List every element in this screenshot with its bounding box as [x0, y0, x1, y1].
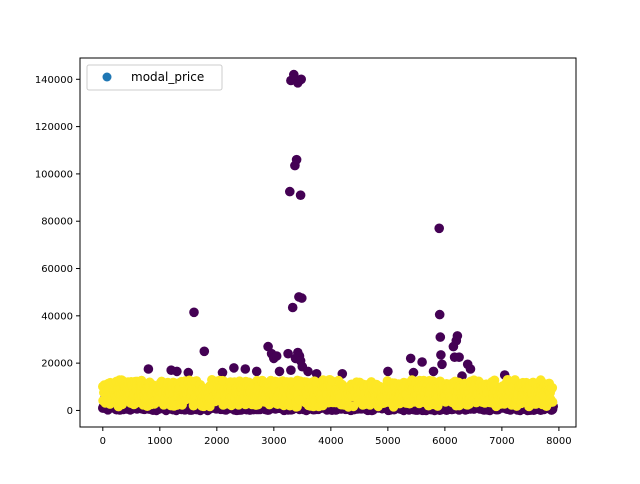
data-point — [405, 353, 416, 364]
data-point — [454, 352, 464, 363]
data-point — [465, 364, 476, 374]
x-tick-label: 5000 — [375, 436, 400, 447]
data-point — [283, 348, 293, 359]
y-tick-label: 0 — [67, 406, 73, 417]
x-tick-label: 4000 — [318, 436, 343, 447]
data-point — [189, 307, 199, 318]
data-point — [294, 395, 305, 405]
y-axis: 0 20000 40000 60000 80000 100000 120000 140000 — [35, 75, 80, 417]
data-point — [229, 363, 239, 373]
data-point — [437, 359, 447, 370]
data-point — [286, 365, 296, 376]
y-tick-label: 60000 — [41, 264, 73, 275]
x-tick-label: 1000 — [147, 436, 172, 447]
data-point — [240, 364, 251, 374]
x-tick-label: 3000 — [261, 436, 286, 447]
data-point — [217, 367, 228, 378]
points-layer — [98, 69, 558, 416]
data-point — [436, 350, 446, 360]
legend-marker — [102, 72, 112, 82]
data-point — [289, 69, 299, 80]
x-axis: 0 1000 2000 3000 4000 5000 6000 7000 8000 — [100, 427, 572, 447]
y-tick-label: 80000 — [41, 217, 73, 228]
data-point — [417, 357, 427, 367]
data-point — [251, 366, 262, 377]
y-tick-label: 120000 — [35, 122, 73, 133]
data-point — [295, 190, 306, 200]
x-tick-label: 8000 — [546, 436, 571, 447]
data-point — [287, 302, 298, 313]
data-point — [408, 367, 419, 378]
data-point — [285, 186, 295, 197]
data-point — [434, 223, 445, 234]
y-tick-label: 40000 — [41, 311, 73, 322]
data-point — [547, 383, 558, 393]
y-tick-label: 20000 — [41, 359, 73, 370]
data-point — [274, 366, 285, 377]
data-point — [297, 293, 307, 303]
data-point — [428, 366, 439, 377]
y-tick-label: 140000 — [35, 75, 73, 86]
data-point — [452, 331, 463, 341]
data-point — [435, 332, 446, 342]
data-point — [143, 364, 154, 374]
y-tick-label: 100000 — [35, 169, 73, 180]
x-tick-label: 0 — [100, 436, 106, 447]
data-point — [303, 366, 313, 377]
data-point — [311, 369, 322, 379]
data-point — [547, 397, 558, 407]
data-point — [383, 366, 393, 377]
data-point — [271, 351, 282, 361]
x-tick-label: 6000 — [432, 436, 457, 447]
axes-frame — [79, 57, 577, 428]
legend-label: modal_price — [131, 70, 204, 84]
data-point — [291, 154, 302, 165]
data-point — [348, 401, 359, 412]
data-point — [293, 380, 304, 390]
data-point — [263, 341, 273, 352]
x-tick-label: 7000 — [489, 436, 514, 447]
data-point — [199, 346, 210, 357]
data-point — [183, 367, 194, 378]
data-point — [296, 74, 307, 85]
x-tick-label: 2000 — [204, 436, 229, 447]
data-point — [434, 309, 445, 320]
legend-box — [86, 64, 223, 91]
data-point — [172, 366, 182, 377]
legend: modal_price — [86, 64, 223, 91]
